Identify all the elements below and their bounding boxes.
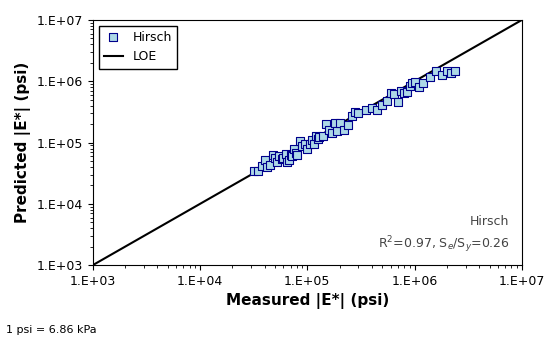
- Hirsch: [285, 158, 294, 163]
- Hirsch: [347, 114, 356, 119]
- Hirsch: [330, 121, 339, 126]
- Text: 1 psi = 6.86 kPa: 1 psi = 6.86 kPa: [6, 324, 96, 335]
- Hirsch: [390, 92, 399, 97]
- Hirsch: [394, 99, 403, 104]
- Text: R$^2$=0.97, S$_e$/S$_y$=0.26: R$^2$=0.97, S$_e$/S$_y$=0.26: [377, 235, 509, 256]
- X-axis label: Measured |E*| (psi): Measured |E*| (psi): [226, 293, 389, 310]
- Hirsch: [432, 68, 441, 74]
- Hirsch: [287, 153, 296, 159]
- Hirsch: [382, 99, 391, 104]
- Hirsch: [258, 163, 267, 168]
- Hirsch: [442, 68, 451, 74]
- Hirsch: [405, 83, 414, 88]
- Hirsch: [447, 70, 456, 75]
- Hirsch: [303, 146, 312, 151]
- Hirsch: [339, 127, 348, 133]
- Hirsch: [311, 134, 320, 139]
- Hirsch: [367, 105, 376, 111]
- Hirsch: [343, 122, 352, 128]
- Hirsch: [269, 153, 278, 158]
- Hirsch: [277, 156, 286, 162]
- Hirsch: [333, 128, 342, 134]
- Hirsch: [361, 107, 370, 113]
- Hirsch: [328, 130, 337, 136]
- Hirsch: [403, 90, 412, 95]
- Text: Hirsch: Hirsch: [470, 215, 509, 228]
- Hirsch: [291, 150, 300, 156]
- Hirsch: [351, 109, 360, 115]
- Hirsch: [265, 162, 274, 168]
- Hirsch: [321, 121, 330, 126]
- Hirsch: [281, 151, 290, 156]
- Hirsch: [262, 164, 271, 169]
- Hirsch: [300, 141, 309, 146]
- Hirsch: [295, 138, 304, 143]
- Hirsch: [270, 155, 279, 161]
- Hirsch: [283, 160, 292, 165]
- Hirsch: [319, 134, 328, 139]
- Hirsch: [313, 137, 322, 142]
- Hirsch: [414, 84, 423, 90]
- Hirsch: [292, 152, 301, 157]
- Hirsch: [410, 79, 419, 84]
- Hirsch: [426, 74, 435, 79]
- Hirsch: [373, 107, 382, 113]
- Hirsch: [451, 69, 460, 74]
- Hirsch: [315, 134, 324, 140]
- Hirsch: [275, 153, 284, 159]
- Hirsch: [279, 155, 288, 161]
- Hirsch: [386, 90, 395, 96]
- Hirsch: [418, 80, 427, 86]
- Hirsch: [298, 144, 307, 149]
- Hirsch: [250, 168, 259, 173]
- Hirsch: [396, 88, 405, 94]
- Hirsch: [354, 110, 363, 115]
- Hirsch: [305, 141, 314, 146]
- Hirsch: [272, 159, 281, 165]
- Hirsch: [260, 158, 269, 163]
- Hirsch: [309, 141, 318, 147]
- Hirsch: [290, 146, 298, 152]
- Hirsch: [325, 127, 334, 133]
- Hirsch: [335, 121, 344, 126]
- Y-axis label: Predicted |E*| (psi): Predicted |E*| (psi): [15, 62, 31, 223]
- Hirsch: [378, 102, 387, 107]
- Hirsch: [307, 137, 316, 142]
- Hirsch: [437, 72, 446, 77]
- Hirsch: [400, 90, 409, 95]
- Hirsch: [286, 152, 295, 157]
- Legend: Hirsch, LOE: Hirsch, LOE: [99, 26, 177, 69]
- Hirsch: [254, 168, 263, 174]
- Hirsch: [408, 80, 417, 85]
